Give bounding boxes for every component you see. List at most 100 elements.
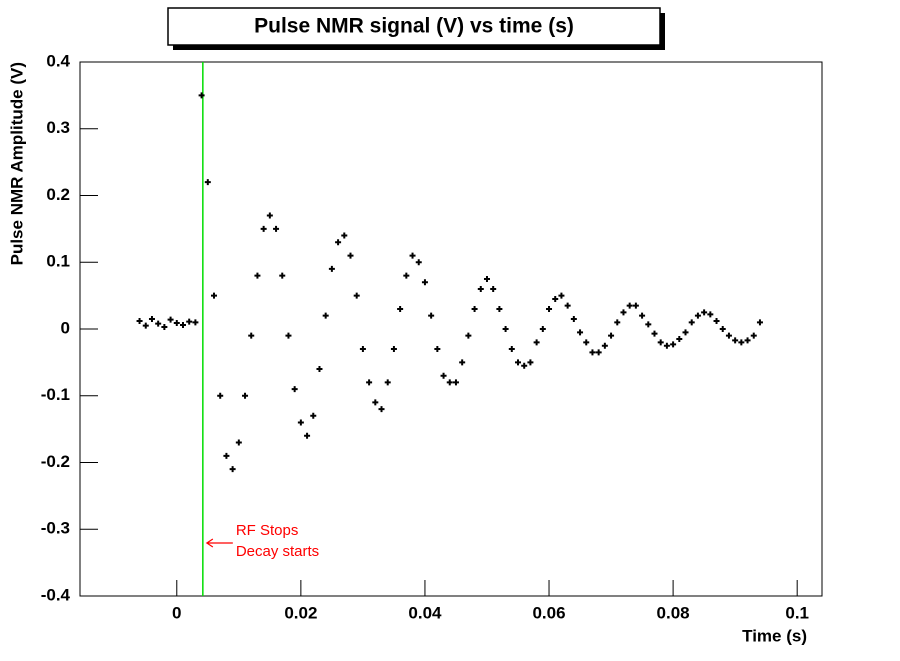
x-tick-label: 0.06 — [532, 603, 565, 622]
y-tick-label: -0.3 — [41, 519, 70, 538]
data-point — [304, 432, 311, 439]
data-point — [242, 392, 249, 399]
y-axis-title: Pulse NMR Amplitude (V) — [7, 62, 26, 265]
data-point — [583, 339, 590, 346]
data-point — [502, 326, 509, 332]
x-tick-label: 0.08 — [657, 603, 690, 622]
y-tick-label: 0.2 — [46, 185, 70, 204]
data-point — [266, 212, 273, 219]
data-point — [471, 305, 478, 312]
data-point — [322, 312, 329, 319]
x-tick-label: 0.1 — [785, 603, 809, 622]
y-tick-label: 0.1 — [46, 252, 70, 271]
data-point — [415, 259, 422, 266]
data-point — [577, 329, 584, 336]
data-point — [204, 179, 211, 186]
data-point — [229, 466, 236, 473]
chart-title: Pulse NMR signal (V) vs time (s) — [254, 15, 574, 38]
data-point — [521, 362, 528, 369]
data-point — [179, 321, 186, 328]
data-point — [707, 311, 714, 318]
data-point — [341, 232, 348, 239]
y-tick-label: 0 — [61, 318, 70, 337]
data-point — [676, 336, 683, 343]
data-point — [564, 302, 571, 309]
x-tick-label: 0.02 — [284, 603, 317, 622]
data-point — [279, 272, 286, 279]
data-point — [546, 305, 553, 312]
data-point — [527, 359, 534, 366]
data-point — [347, 252, 354, 259]
data-point — [136, 317, 143, 324]
annotation-arrow — [205, 538, 233, 548]
data-point — [632, 302, 639, 309]
y-tick-label: 0.3 — [46, 118, 70, 137]
data-point — [750, 332, 757, 339]
data-point — [570, 315, 577, 322]
data-point — [651, 330, 658, 337]
data-point — [316, 366, 323, 373]
data-point — [211, 292, 218, 299]
data-point — [428, 312, 435, 319]
data-point — [155, 320, 162, 327]
data-point — [223, 452, 230, 459]
data-point — [515, 359, 522, 366]
data-point — [297, 419, 304, 426]
x-tick-label: 0 — [172, 603, 181, 622]
y-tick-label: -0.1 — [41, 385, 70, 404]
data-point — [558, 292, 565, 299]
data-point — [645, 321, 652, 328]
data-point — [663, 342, 670, 349]
data-point — [694, 312, 701, 319]
data-point — [192, 319, 199, 326]
data-point — [552, 295, 559, 302]
data-point — [744, 337, 751, 344]
data-point — [384, 379, 391, 386]
data-point — [725, 332, 732, 339]
data-point — [601, 342, 608, 349]
data-point — [738, 339, 745, 346]
data-point — [496, 305, 503, 312]
data-point — [378, 406, 385, 413]
data-point — [440, 372, 447, 379]
data-point — [639, 312, 646, 319]
data-point — [198, 92, 205, 99]
data-point — [353, 292, 360, 299]
data-point — [434, 346, 441, 353]
data-point — [372, 399, 379, 406]
data-point — [359, 346, 366, 353]
data-point — [682, 329, 689, 336]
data-point — [719, 326, 726, 332]
data-point — [608, 332, 615, 339]
data-point — [291, 386, 298, 393]
data-point — [310, 412, 317, 419]
data-point — [446, 379, 453, 386]
data-point — [161, 323, 168, 330]
data-point — [409, 252, 416, 259]
data-point — [403, 272, 410, 279]
data-point — [186, 318, 193, 325]
data-point — [142, 322, 149, 329]
data-point — [390, 346, 397, 353]
data-point — [248, 332, 255, 339]
annotation-text: RF Stops — [236, 522, 299, 539]
data-point — [335, 239, 342, 246]
data-point — [285, 332, 292, 339]
data-point — [701, 309, 708, 316]
data-point — [421, 279, 428, 286]
data-point — [620, 309, 627, 316]
y-tick-label: -0.2 — [41, 452, 70, 471]
data-point — [626, 302, 633, 309]
y-tick-label: 0.4 — [46, 51, 70, 70]
data-point — [483, 275, 490, 282]
data-point — [539, 326, 546, 332]
x-axis-title: Time (s) — [742, 626, 807, 645]
data-point — [452, 379, 459, 386]
data-point — [713, 317, 720, 324]
data-point — [533, 339, 540, 346]
data-point — [465, 332, 472, 339]
data-point — [167, 316, 174, 323]
data-point — [173, 319, 180, 326]
